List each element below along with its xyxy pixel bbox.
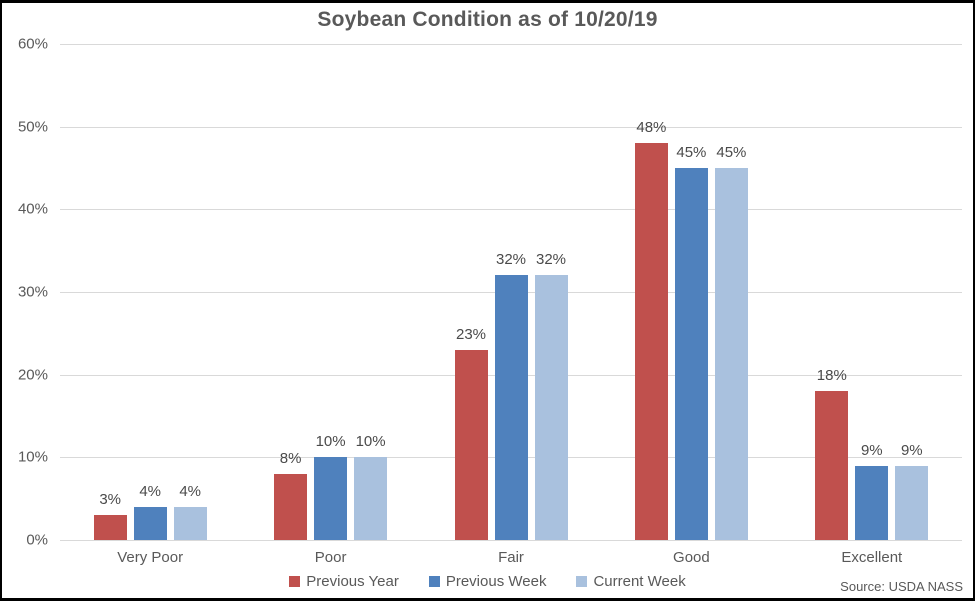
y-axis-tick-label: 10% [17, 448, 48, 466]
bar-previous-week-excellent [855, 465, 889, 540]
bar-current-week-fair [534, 275, 568, 540]
bar-previous-week-poor [314, 457, 348, 540]
gridline [60, 209, 962, 211]
bar-value-label: 32% [495, 251, 527, 269]
x-axis-category-label: Very Poor [117, 549, 184, 566]
y-axis-tick-label: 60% [17, 35, 48, 53]
x-axis-category-label: Fair [498, 549, 524, 566]
bar-value-label: 18% [816, 367, 847, 385]
bar-value-label: 9% [860, 441, 883, 459]
bar-value-label: 4% [179, 482, 202, 500]
bar-current-week-good [714, 168, 748, 540]
legend-item-previous-year: Previous Year [289, 573, 399, 590]
legend-swatch-icon [289, 576, 301, 587]
bar-value-label: 10% [355, 433, 386, 451]
bar-value-label: 8% [279, 449, 302, 467]
y-axis-tick-label: 30% [17, 283, 48, 301]
legend-item-previous-week: Previous Week [428, 573, 547, 590]
source-text: Source: USDA NASS [840, 579, 963, 594]
chart-title: Soybean Condition as of 10/20/19 [317, 8, 658, 31]
legend-label: Previous Year [306, 573, 399, 590]
gridline [60, 540, 962, 541]
legend-label: Previous Week [445, 573, 547, 590]
y-axis-tick-label: 40% [17, 200, 48, 218]
x-axis-category-label: Excellent [841, 549, 903, 566]
bar-previous-year-fair [454, 349, 488, 540]
bar-value-label: 48% [636, 119, 667, 137]
bar-previous-week-good [674, 168, 708, 540]
bar-current-week-very-poor [173, 506, 207, 540]
gridline [60, 126, 962, 128]
y-axis-tick-label: 0% [26, 531, 48, 549]
gridline [60, 44, 962, 45]
x-axis-category-label: Good [673, 549, 710, 566]
bar-value-label: 45% [676, 144, 707, 161]
bar-value-label: 9% [900, 441, 923, 459]
bar-previous-year-good [634, 143, 668, 540]
bar-previous-week-very-poor [133, 506, 167, 540]
legend-item-current-week: Current Week [576, 573, 686, 590]
legend: Previous Year Previous Week Current Week [2, 573, 973, 590]
bar-previous-year-very-poor [93, 515, 127, 540]
legend-swatch-icon [428, 576, 440, 587]
legend-label: Current Week [593, 573, 686, 590]
y-axis-tick-label: 20% [17, 366, 48, 384]
legend-swatch-icon [576, 576, 588, 587]
bar-value-label: 10% [315, 433, 346, 451]
bar-value-label: 23% [455, 325, 487, 343]
bar-previous-week-fair [494, 275, 528, 540]
bar-previous-year-excellent [815, 391, 849, 540]
x-axis-category-label: Poor [314, 549, 347, 566]
bar-current-week-excellent [895, 465, 929, 540]
bar-previous-year-poor [274, 473, 308, 540]
y-axis-tick-label: 50% [17, 118, 48, 136]
bar-value-label: 32% [535, 251, 567, 269]
bar-value-label: 3% [99, 491, 122, 509]
bar-value-label: 4% [139, 482, 162, 500]
bar-value-label: 45% [716, 144, 747, 161]
bar-current-week-poor [354, 457, 388, 540]
